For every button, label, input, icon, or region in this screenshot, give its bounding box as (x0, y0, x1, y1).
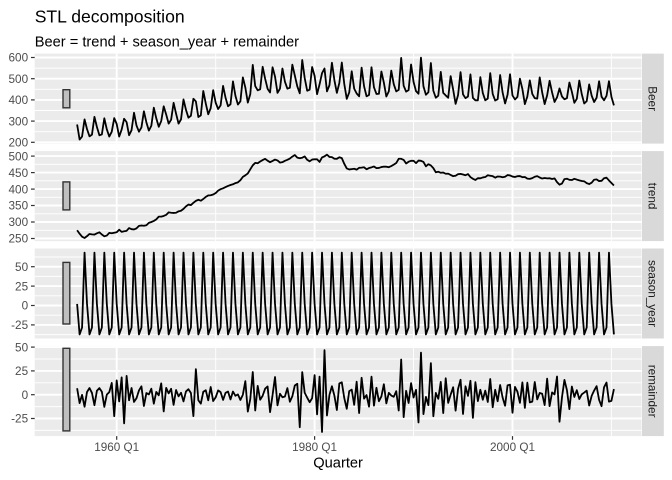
svg-text:200: 200 (9, 137, 29, 150)
svg-text:-25: -25 (11, 413, 28, 426)
svg-text:25: 25 (15, 280, 29, 293)
svg-text:500: 500 (9, 73, 29, 86)
svg-text:450: 450 (9, 167, 29, 180)
svg-text:STL decomposition: STL decomposition (35, 7, 185, 27)
svg-text:500: 500 (9, 150, 29, 163)
svg-text:season_year: season_year (646, 260, 659, 327)
svg-text:350: 350 (9, 200, 29, 213)
svg-text:1960 Q1: 1960 Q1 (94, 441, 139, 454)
svg-text:400: 400 (9, 183, 29, 196)
svg-text:300: 300 (9, 115, 29, 128)
svg-text:Beer: Beer (646, 86, 659, 111)
svg-text:remainder: remainder (646, 365, 659, 418)
svg-text:trend: trend (646, 183, 659, 210)
svg-text:25: 25 (15, 365, 29, 378)
svg-text:0: 0 (22, 300, 29, 313)
svg-text:50: 50 (15, 261, 29, 274)
svg-text:0: 0 (22, 389, 29, 402)
svg-text:Beer = trend + season_year + r: Beer = trend + season_year + remainder (35, 35, 299, 51)
svg-text:50: 50 (15, 341, 29, 354)
svg-text:1980 Q1: 1980 Q1 (292, 441, 337, 454)
svg-text:-25: -25 (11, 319, 28, 332)
svg-text:400: 400 (9, 94, 29, 107)
svg-text:300: 300 (9, 216, 29, 229)
svg-text:Quarter: Quarter (313, 455, 363, 471)
svg-text:600: 600 (9, 52, 29, 65)
svg-text:2000 Q1: 2000 Q1 (490, 441, 535, 454)
svg-text:250: 250 (9, 233, 29, 246)
